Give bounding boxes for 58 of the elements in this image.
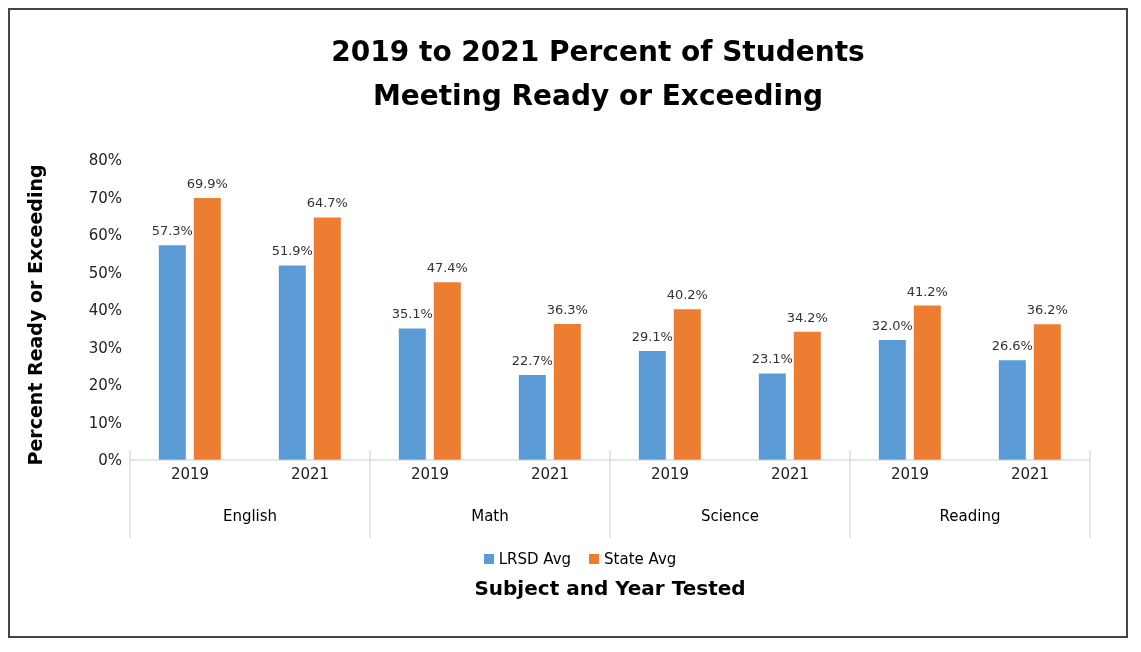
data-label: 57.3% xyxy=(151,223,193,239)
data-label: 69.9% xyxy=(186,175,228,191)
bar xyxy=(793,331,821,460)
bar xyxy=(673,309,701,460)
data-label: 35.1% xyxy=(391,306,433,322)
y-tick-label: 60% xyxy=(88,226,122,245)
bar xyxy=(158,245,186,460)
data-label: 36.3% xyxy=(546,301,588,317)
text: English xyxy=(221,506,279,527)
data-label: 23.1% xyxy=(751,351,793,367)
data-label: 47.4% xyxy=(426,260,468,276)
text: Science xyxy=(699,506,761,527)
legend-label: State Avg xyxy=(604,550,677,568)
chart-title: 2019 to 2021 Percent of Students Meeting Ready or Exceeding xyxy=(330,34,866,114)
y-tick-label: 20% xyxy=(88,376,122,395)
bar xyxy=(638,350,666,460)
bar xyxy=(553,323,581,460)
x-tick-label: 2021 xyxy=(290,464,330,483)
x-tick-label: 2019 xyxy=(650,464,690,483)
text: Math xyxy=(470,506,510,527)
data-label: 64.7% xyxy=(306,195,348,211)
data-label: 26.6% xyxy=(991,338,1033,354)
y-tick-label: 0% xyxy=(98,451,122,470)
bar xyxy=(398,328,426,460)
data-label: 29.1% xyxy=(631,328,673,344)
text: Reading xyxy=(938,506,1002,527)
bar xyxy=(758,373,786,460)
data-label: 40.2% xyxy=(666,287,708,303)
y-tick-label: 70% xyxy=(88,188,122,207)
bar xyxy=(1033,324,1061,460)
data-label: 51.9% xyxy=(271,243,313,259)
data-label: 41.2% xyxy=(906,283,948,299)
bar xyxy=(518,374,546,460)
bar xyxy=(193,197,221,460)
data-label: 22.7% xyxy=(511,352,553,368)
bar xyxy=(313,217,341,460)
x-tick-label: 2019 xyxy=(410,464,450,483)
data-label: 36.2% xyxy=(1026,302,1068,318)
bar xyxy=(913,305,941,460)
y-tick-label: 10% xyxy=(88,413,122,432)
bar xyxy=(278,265,306,460)
x-tick-label: 2021 xyxy=(530,464,570,483)
data-label: 34.2% xyxy=(786,309,828,325)
y-axis-title: Percent Ready or Exceeding xyxy=(24,164,47,466)
y-tick-label: 50% xyxy=(88,263,122,282)
x-axis-title: Subject and Year Tested xyxy=(473,576,747,600)
y-tick-label: 40% xyxy=(88,301,122,320)
y-tick-label: 80% xyxy=(88,151,122,170)
bar xyxy=(433,282,461,460)
data-label: 32.0% xyxy=(871,318,913,333)
x-tick-label: 2019 xyxy=(170,464,210,483)
bar xyxy=(878,340,906,460)
x-tick-label: 2021 xyxy=(770,464,810,483)
y-tick-label: 30% xyxy=(88,338,122,357)
bar xyxy=(998,360,1026,460)
x-tick-label: 2019 xyxy=(890,464,930,483)
x-tick-label: 2021 xyxy=(1010,464,1050,483)
legend-label: LRSD Avg xyxy=(498,550,572,568)
